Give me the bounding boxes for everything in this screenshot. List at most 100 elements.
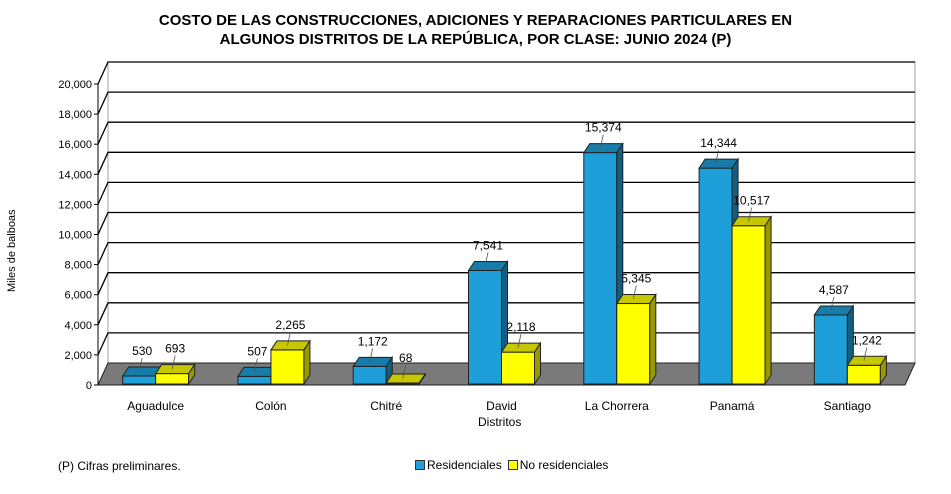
bar-no-residenciales <box>270 349 305 385</box>
bar-top <box>269 340 311 351</box>
y-tick-label: 18,000 <box>58 109 92 121</box>
data-label: 15,374 <box>585 121 622 135</box>
y-tick-label: 16,000 <box>58 139 92 151</box>
gridline <box>97 241 915 265</box>
gridline <box>97 272 915 295</box>
bar-top <box>846 355 888 366</box>
y-tick-label: 12,000 <box>58 199 92 211</box>
label-leader <box>171 355 176 370</box>
gridline <box>97 151 915 175</box>
bar-top <box>500 342 542 353</box>
x-tick-label: Santiago <box>824 399 872 413</box>
gridline <box>97 211 915 235</box>
x-axis-label: Distritos <box>478 415 522 429</box>
bar-residenciales <box>352 365 387 385</box>
data-label: 693 <box>165 342 185 356</box>
bar-no-residenciales <box>155 373 190 385</box>
legend-item-no-residenciales: No residenciales <box>507 458 609 472</box>
x-tick-label: Panamá <box>710 399 755 413</box>
y-tick-label: 14,000 <box>58 169 92 181</box>
label-leader <box>254 358 258 372</box>
data-label: 5,345 <box>621 272 651 286</box>
label-leader <box>138 357 143 372</box>
data-label: 1,242 <box>852 333 882 347</box>
bar-side <box>764 215 772 386</box>
bar-no-residenciales <box>846 364 881 385</box>
label-leader <box>484 252 489 267</box>
bar-side <box>534 341 541 386</box>
label-leader <box>830 296 835 311</box>
bar-side <box>303 339 311 386</box>
data-label: 1,172 <box>358 334 388 348</box>
bar-side <box>649 292 657 386</box>
bar-no-residenciales <box>616 303 651 385</box>
data-label: 507 <box>247 344 267 358</box>
bar-residenciales <box>468 270 502 385</box>
data-label: 530 <box>132 344 152 358</box>
y-axis-label: Miles de balboas <box>6 209 18 292</box>
label-leader <box>287 331 291 346</box>
y-tick-label: 8,000 <box>64 260 92 272</box>
bar-top <box>698 158 740 169</box>
bar-residenciales <box>813 314 848 385</box>
bar-side <box>418 372 426 386</box>
data-label: 10,517 <box>733 194 770 208</box>
label-leader <box>402 364 407 379</box>
chart-title: COSTO DE LAS CONSTRUCCIONES, ADICIONES Y… <box>0 11 951 49</box>
bar-residenciales <box>237 375 272 385</box>
data-label: 14,344 <box>700 136 737 150</box>
label-leader <box>369 348 374 362</box>
footnote: (P) Cifras preliminares. <box>58 459 181 473</box>
label-leader <box>863 347 868 361</box>
data-label: 7,541 <box>473 239 503 253</box>
bar-top <box>813 305 855 316</box>
bar-residenciales <box>122 375 157 385</box>
data-label: 4,587 <box>819 283 849 297</box>
gridline <box>97 121 915 145</box>
bar-top <box>467 261 509 272</box>
data-label: 68 <box>399 351 413 365</box>
label-leader <box>748 207 752 222</box>
bar-top <box>615 294 657 305</box>
gridline <box>97 181 915 205</box>
x-tick-label: Colón <box>255 399 286 413</box>
bar-residenciales <box>698 167 733 385</box>
legend-swatch-no-residenciales <box>507 460 518 470</box>
gridline <box>97 91 915 115</box>
legend-swatch-residenciales <box>415 460 425 470</box>
legend-label-residenciales: Residenciales <box>427 458 502 472</box>
label-leader <box>632 285 637 300</box>
x-tick-label: La Chorrera <box>585 399 649 413</box>
y-tick-label: 10,000 <box>58 230 92 242</box>
legend-item-residenciales: Residenciales <box>415 458 502 472</box>
data-label: 2,265 <box>275 318 305 332</box>
label-leader <box>715 150 719 164</box>
bar-top <box>352 356 394 367</box>
y-tick-label: 6,000 <box>64 290 92 302</box>
y-tick-label: 2,000 <box>64 350 92 362</box>
y-tick-label: 20,000 <box>58 79 92 91</box>
bar-top <box>154 364 196 375</box>
label-leader <box>599 134 604 149</box>
bar-top <box>582 143 624 154</box>
bar-top <box>731 216 773 227</box>
bar-top <box>385 373 427 384</box>
bar-no-residenciales <box>501 351 535 385</box>
x-tick-label: David <box>486 399 517 413</box>
x-tick-label: Chitré <box>370 399 402 413</box>
y-tick-label: 0 <box>86 380 92 392</box>
data-label: 2,118 <box>506 320 535 334</box>
bar-side <box>188 362 196 386</box>
bar-no-residenciales <box>731 225 766 385</box>
label-leader <box>517 334 522 348</box>
legend: Residenciales No residenciales <box>415 458 614 472</box>
x-tick-label: Aguadulce <box>127 399 184 413</box>
gridline <box>97 61 915 85</box>
bar-side <box>879 354 887 386</box>
legend-label-no-residenciales: No residenciales <box>519 458 609 472</box>
chart-title-line2: ALGUNOS DISTRITOS DE LA REPÚBLICA, POR C… <box>219 31 732 48</box>
chart-title-line1: COSTO DE LAS CONSTRUCCIONES, ADICIONES Y… <box>158 12 793 29</box>
y-tick-label: 4,000 <box>64 320 92 332</box>
bar-residenciales <box>583 152 618 385</box>
